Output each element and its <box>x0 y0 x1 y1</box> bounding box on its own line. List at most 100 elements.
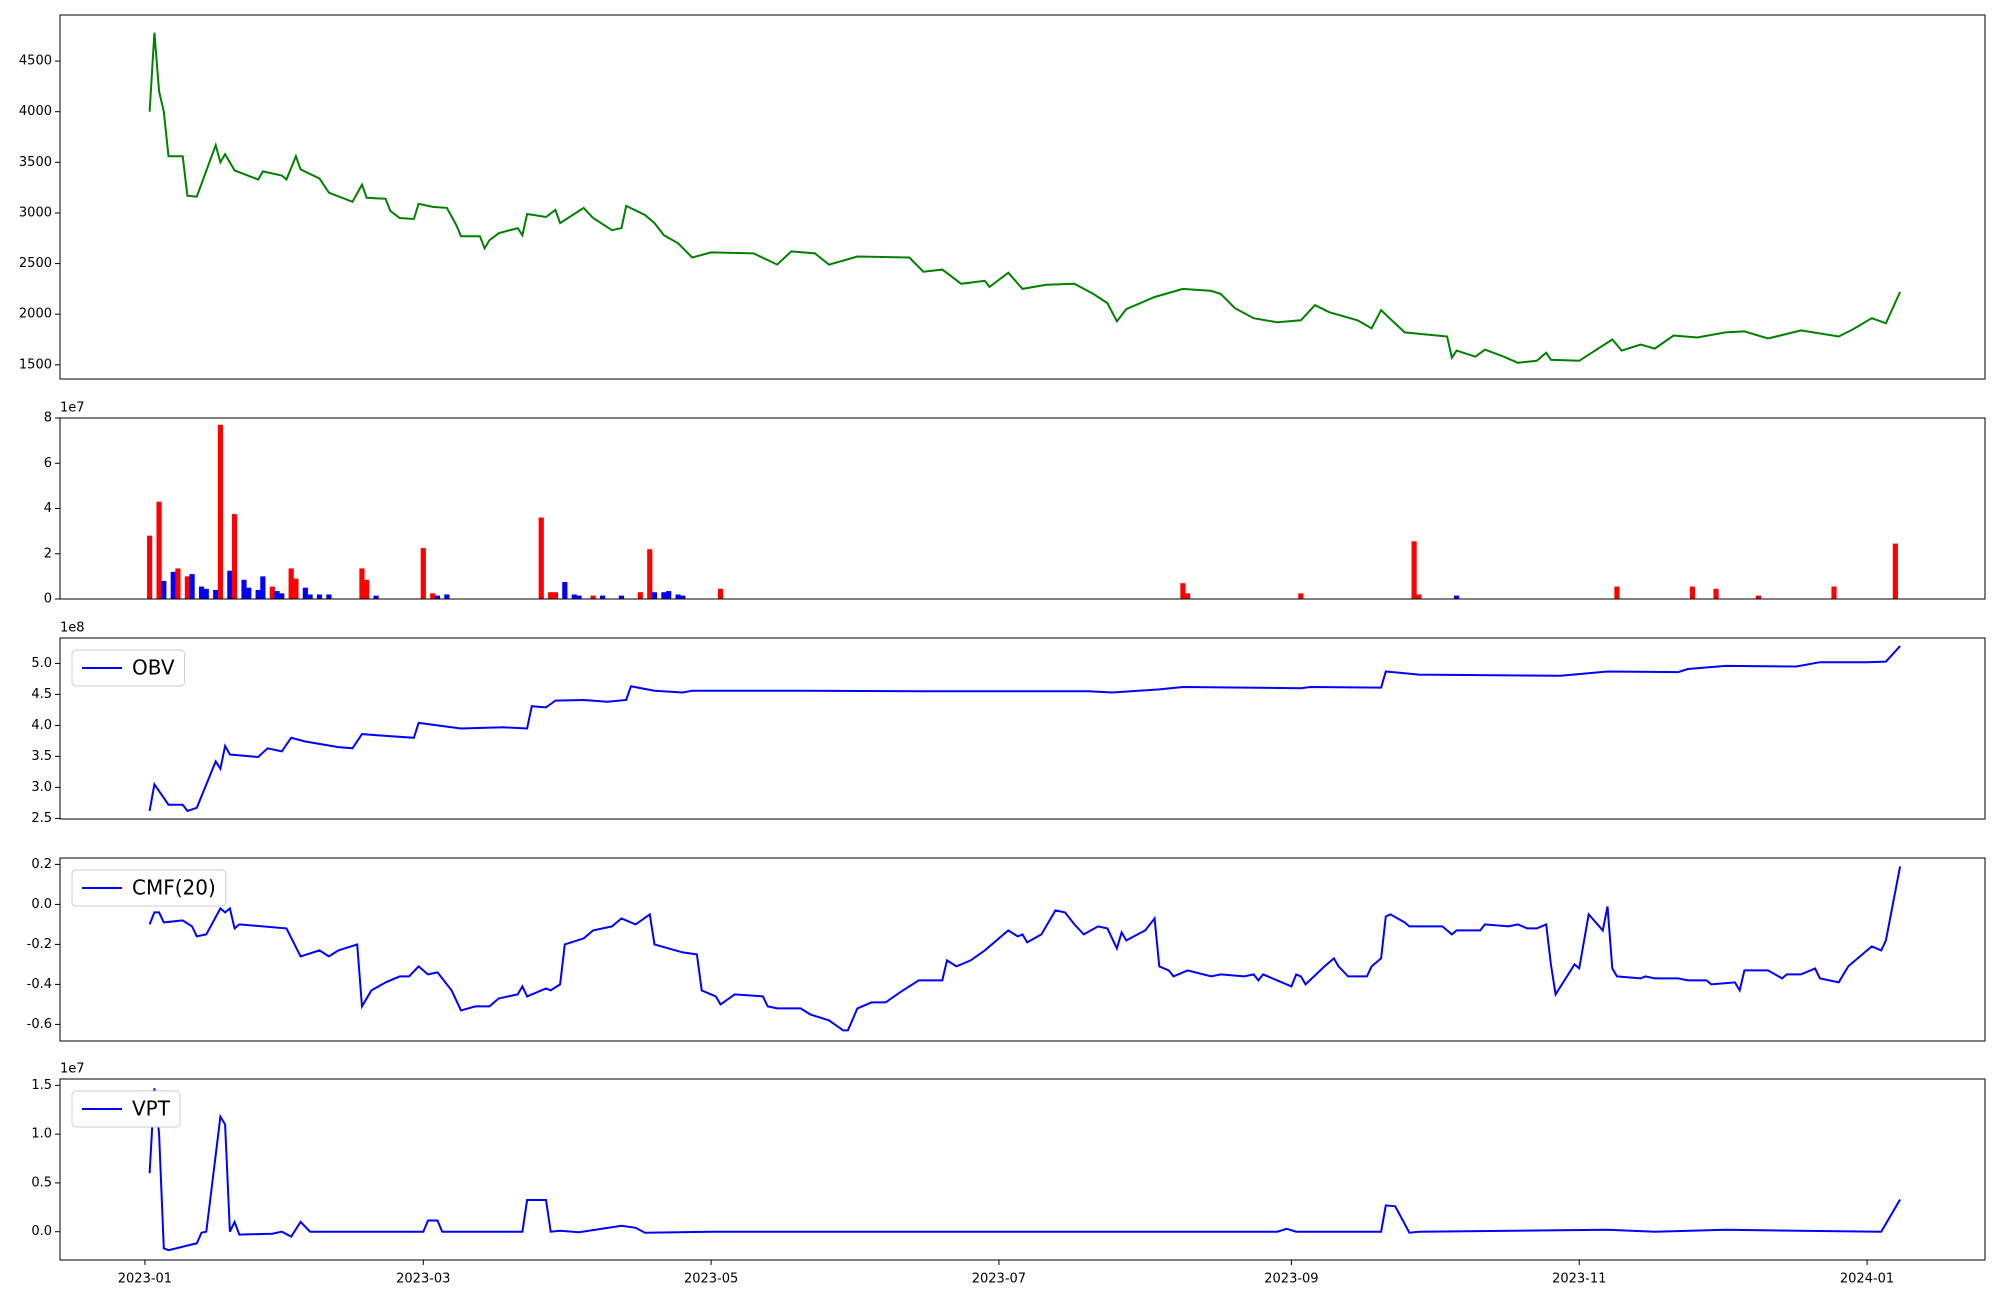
axis-offset: 1e8 <box>60 621 85 636</box>
bar <box>279 593 285 599</box>
bar <box>599 595 606 599</box>
legend-box <box>71 869 227 907</box>
bar <box>1892 543 1898 599</box>
bar <box>675 594 681 599</box>
bar <box>444 594 450 599</box>
y-tick-label: 0.0 <box>31 897 52 912</box>
bar <box>213 589 219 599</box>
bar <box>255 589 261 599</box>
bar <box>364 579 370 599</box>
bar <box>326 594 332 599</box>
x-tick-label: 2023-09 <box>1264 1272 1318 1287</box>
legend-box <box>71 1090 181 1128</box>
y-tick-label: 3000 <box>19 205 52 220</box>
bar <box>1755 595 1762 599</box>
bar <box>576 595 582 599</box>
bar <box>1185 593 1191 599</box>
bar <box>198 586 205 599</box>
bar <box>552 592 558 599</box>
y-tick-label: 1500 <box>19 357 52 372</box>
bar <box>1831 586 1837 599</box>
bar <box>217 424 224 599</box>
x-tick-label: 2023-03 <box>396 1272 450 1287</box>
legend-box <box>71 649 186 687</box>
y-tick-label: 8 <box>44 411 52 426</box>
bar <box>571 594 577 599</box>
bar <box>246 587 252 599</box>
bar <box>203 588 209 599</box>
bar <box>661 592 667 599</box>
bar <box>1713 588 1719 599</box>
x-tick-label: 2024-01 <box>1840 1272 1894 1287</box>
bar <box>293 578 299 599</box>
axes-frame <box>59 637 1986 820</box>
y-tick-label: 5.0 <box>31 656 52 671</box>
y-tick-label: 6 <box>44 456 52 471</box>
y-tick-label: 3.0 <box>31 780 52 795</box>
y-tick-label: 4000 <box>19 104 52 119</box>
bar <box>241 579 247 599</box>
y-tick-label: 2000 <box>19 307 52 322</box>
axis-offset: 1e7 <box>60 1062 85 1077</box>
bar <box>269 586 275 599</box>
bar <box>184 576 190 599</box>
y-tick-label: 4 <box>44 501 52 516</box>
y-tick-label: 4.5 <box>31 687 52 702</box>
axes-frame <box>59 857 1986 1042</box>
bar <box>302 587 308 599</box>
bar <box>288 568 294 599</box>
bar <box>420 548 426 599</box>
axes-frame <box>59 417 1986 600</box>
bar <box>231 514 238 599</box>
bar <box>651 592 658 599</box>
y-tick-label: -0.2 <box>27 937 52 952</box>
bar <box>307 594 313 599</box>
data-line <box>148 866 1902 1032</box>
x-tick-label: 2023-05 <box>684 1272 738 1287</box>
bar <box>1614 586 1620 599</box>
axis-offset: 1e7 <box>60 401 85 416</box>
bar <box>538 517 544 599</box>
x-tick-label: 2023-07 <box>972 1272 1026 1287</box>
bar <box>316 594 323 599</box>
bar <box>1411 541 1417 599</box>
bar <box>156 501 162 599</box>
y-tick-label: 1.5 <box>31 1078 52 1093</box>
y-tick-label: 4500 <box>19 54 52 69</box>
legend-label: OBV <box>132 656 175 680</box>
y-tick-label: 0 <box>44 592 52 607</box>
x-tick-label: 2023-11 <box>1552 1272 1606 1287</box>
bar <box>373 595 379 599</box>
y-tick-label: 0.2 <box>31 857 52 872</box>
bar <box>1416 594 1422 599</box>
data-line <box>148 1088 1901 1252</box>
legend-label: VPT <box>132 1097 171 1121</box>
bar <box>618 595 625 599</box>
axes-frame <box>59 14 1986 380</box>
y-tick-label: 2 <box>44 546 52 561</box>
bar <box>1298 593 1304 599</box>
bar <box>666 591 672 599</box>
y-tick-label: 4.0 <box>31 718 52 733</box>
y-tick-label: 0.0 <box>31 1224 52 1239</box>
bar <box>647 549 653 599</box>
bar <box>434 595 441 599</box>
bar <box>260 576 266 599</box>
bar <box>590 595 596 599</box>
bar <box>1453 595 1460 599</box>
bar <box>170 571 176 599</box>
y-tick-label: -0.4 <box>27 977 52 992</box>
y-tick-label: 0.5 <box>31 1175 52 1190</box>
x-tick-label: 2023-01 <box>118 1272 172 1287</box>
bar <box>175 568 181 599</box>
bar <box>189 574 195 599</box>
y-tick-label: 3.5 <box>31 749 52 764</box>
bar <box>1180 583 1186 599</box>
y-tick-label: 2500 <box>19 256 52 271</box>
y-tick-label: 1.0 <box>31 1127 52 1142</box>
bar <box>274 591 280 599</box>
bar <box>680 595 686 599</box>
y-tick-label: 2.5 <box>31 811 52 826</box>
bar <box>562 582 568 599</box>
